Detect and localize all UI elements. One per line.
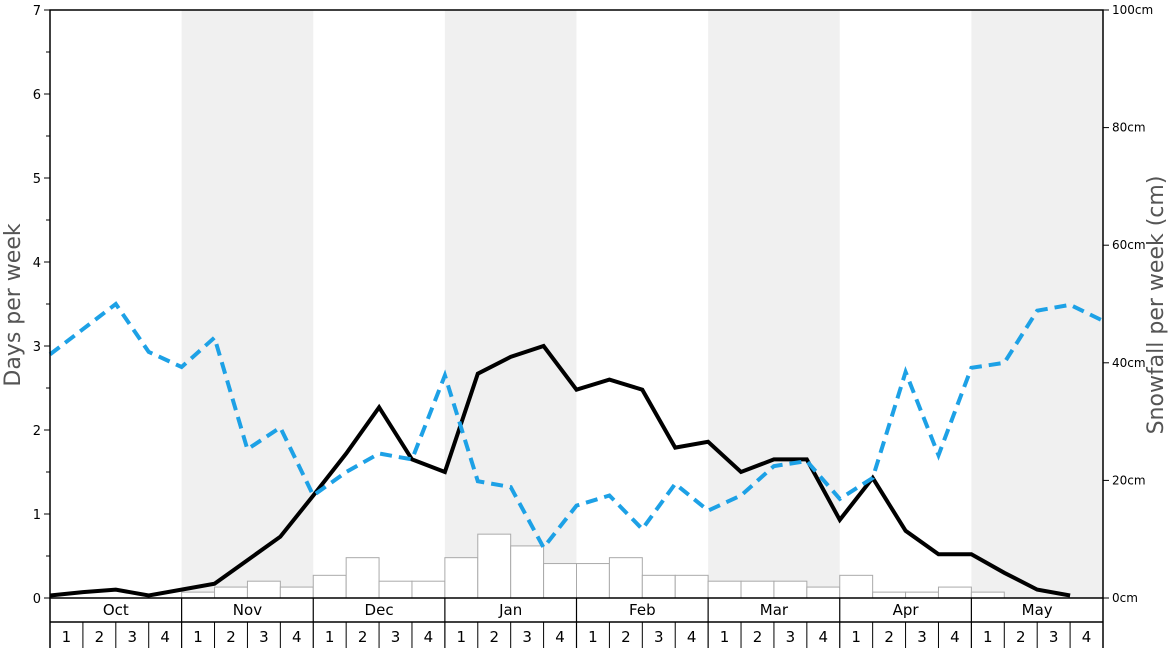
week-label: 1 bbox=[325, 628, 335, 646]
month-label: Feb bbox=[629, 601, 656, 619]
week-label: 3 bbox=[654, 628, 664, 646]
week-label: 2 bbox=[489, 628, 499, 646]
bar bbox=[510, 545, 545, 599]
left-tick-label: 6 bbox=[33, 88, 41, 103]
week-label: 3 bbox=[786, 628, 796, 646]
dashed-series bbox=[48, 301, 1104, 552]
bar bbox=[411, 580, 446, 599]
dashed-line bbox=[48, 301, 1104, 552]
left-tick-label: 7 bbox=[33, 4, 41, 19]
bar bbox=[641, 574, 676, 599]
bar bbox=[279, 586, 314, 599]
week-label: 1 bbox=[588, 628, 598, 646]
week-label: 4 bbox=[1082, 628, 1092, 646]
bar bbox=[937, 586, 972, 599]
left-tick-label: 0 bbox=[33, 592, 41, 607]
week-label: 3 bbox=[522, 628, 532, 646]
bar bbox=[905, 591, 939, 599]
right-tick-label: 60cm bbox=[1112, 238, 1146, 252]
right-tick-label: 0cm bbox=[1112, 591, 1138, 605]
week-label: 4 bbox=[160, 628, 170, 646]
month-band bbox=[444, 10, 577, 598]
x-axis: Oct 1 2 3 4 Nov 1 2 3 4 Dec 1 2 3 4 Jan 1 2 3 4 Feb 1 2 3 4 Mar 1 2… bbox=[49, 598, 1104, 648]
bar bbox=[806, 586, 841, 599]
bar bbox=[378, 580, 413, 599]
bar bbox=[872, 591, 907, 599]
bar bbox=[970, 591, 1005, 599]
left-tick-label: 3 bbox=[33, 340, 41, 355]
week-label: 4 bbox=[950, 628, 960, 646]
week-label: 1 bbox=[62, 628, 72, 646]
month-label: May bbox=[1022, 601, 1053, 619]
month-label: Dec bbox=[365, 601, 394, 619]
week-label: 3 bbox=[917, 628, 927, 646]
week-label: 4 bbox=[687, 628, 697, 646]
bar bbox=[674, 574, 709, 599]
week-label: 2 bbox=[753, 628, 763, 646]
week-label: 4 bbox=[555, 628, 565, 646]
week-label: 3 bbox=[1049, 628, 1059, 646]
solid-line bbox=[49, 343, 1071, 598]
left-axis-ticks: 0 1 2 3 4 5 6 7 bbox=[33, 4, 50, 607]
bar bbox=[839, 574, 874, 599]
week-label: 4 bbox=[819, 628, 829, 646]
month-label: Jan bbox=[498, 601, 522, 619]
bar bbox=[608, 557, 643, 599]
left-tick-label: 5 bbox=[33, 172, 41, 187]
left-tick-label: 4 bbox=[33, 256, 41, 271]
month-band bbox=[181, 10, 314, 598]
bar bbox=[576, 563, 610, 599]
week-label: 1 bbox=[720, 628, 730, 646]
bar bbox=[740, 580, 775, 599]
month-label: Oct bbox=[103, 601, 129, 619]
week-label: 2 bbox=[1016, 628, 1026, 646]
week-label: 1 bbox=[457, 628, 467, 646]
right-axis-title: Snowfall per week (cm) bbox=[1144, 176, 1168, 435]
bar bbox=[246, 580, 281, 599]
bar bbox=[312, 574, 347, 599]
month-bands bbox=[181, 10, 1103, 598]
bar bbox=[214, 586, 248, 599]
bar bbox=[773, 580, 808, 599]
month-band bbox=[971, 10, 1103, 598]
right-tick-label: 20cm bbox=[1112, 473, 1146, 487]
solid-series bbox=[49, 343, 1071, 598]
week-label: 3 bbox=[259, 628, 269, 646]
month-band bbox=[708, 10, 840, 598]
week-label: 2 bbox=[884, 628, 894, 646]
right-tick-label: 100cm bbox=[1112, 3, 1153, 17]
week-label: 1 bbox=[851, 628, 861, 646]
right-axis-ticks: 0cm 20cm 40cm 60cm 80cm 100cm bbox=[1103, 3, 1153, 605]
week-label: 2 bbox=[358, 628, 368, 646]
week-label: 2 bbox=[95, 628, 105, 646]
right-tick-label: 80cm bbox=[1112, 121, 1146, 135]
left-tick-label: 1 bbox=[33, 508, 41, 523]
bar bbox=[345, 557, 380, 599]
bar bbox=[707, 580, 742, 599]
week-label: 1 bbox=[193, 628, 203, 646]
bar bbox=[543, 563, 577, 599]
week-label: 2 bbox=[226, 628, 236, 646]
week-label: 4 bbox=[424, 628, 434, 646]
weekly-bars bbox=[181, 533, 1005, 599]
left-tick-label: 2 bbox=[33, 424, 41, 439]
bar bbox=[477, 533, 512, 599]
week-label: 2 bbox=[621, 628, 631, 646]
bar bbox=[181, 591, 216, 599]
bar bbox=[444, 557, 479, 599]
week-label: 4 bbox=[292, 628, 302, 646]
week-label: 1 bbox=[983, 628, 993, 646]
month-label: Apr bbox=[893, 601, 920, 619]
week-label: 3 bbox=[391, 628, 401, 646]
month-label: Nov bbox=[233, 601, 262, 619]
month-label: Mar bbox=[760, 601, 789, 619]
week-label: 3 bbox=[127, 628, 137, 646]
right-tick-label: 40cm bbox=[1112, 356, 1146, 370]
left-axis-title: Days per week bbox=[1, 223, 26, 386]
